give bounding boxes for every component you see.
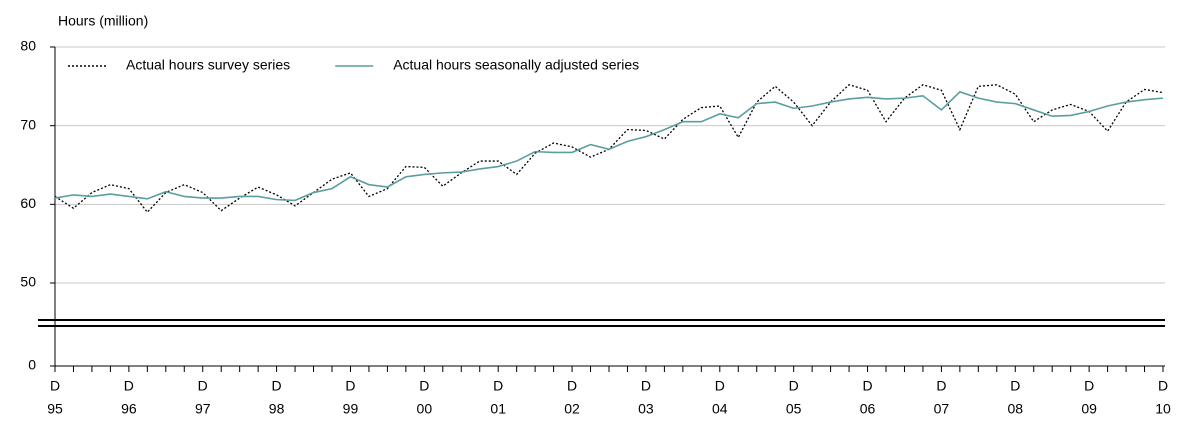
x-tick-label: 02 xyxy=(564,401,580,417)
x-tick-label: 01 xyxy=(490,401,506,417)
x-tick-label: 05 xyxy=(786,401,802,417)
x-tick-label: D xyxy=(862,378,872,394)
x-tick-label: D xyxy=(641,378,651,394)
x-tick-label: 98 xyxy=(269,401,285,417)
x-tick-label: D xyxy=(345,378,355,394)
x-tick-label: 08 xyxy=(1007,401,1023,417)
x-tick-label: D xyxy=(789,378,799,394)
y-tick-label: 80 xyxy=(20,38,36,54)
x-tick-label: 07 xyxy=(934,401,950,417)
x-tick-label: 00 xyxy=(417,401,433,417)
y-axis-label: Hours (million) xyxy=(58,13,148,29)
x-tick-label: 96 xyxy=(121,401,137,417)
y-tick-label: 70 xyxy=(20,116,36,132)
x-tick-label: D xyxy=(936,378,946,394)
x-tick-label: D xyxy=(715,378,725,394)
x-tick-label: 06 xyxy=(860,401,876,417)
x-tick-label: 99 xyxy=(343,401,359,417)
x-tick-label: D xyxy=(493,378,503,394)
x-tick-label: D xyxy=(50,378,60,394)
x-tick-label: D xyxy=(1010,378,1020,394)
x-tick-label: D xyxy=(198,378,208,394)
legend-label: Actual hours survey series xyxy=(126,57,290,73)
x-tick-label: 03 xyxy=(638,401,654,417)
x-tick-label: 04 xyxy=(712,401,728,417)
line-series xyxy=(54,90,1164,202)
x-tick-label: D xyxy=(272,378,282,394)
x-tick-label: 95 xyxy=(47,401,63,417)
y-tick-label: 60 xyxy=(20,195,36,211)
x-tick-label: 10 xyxy=(1155,401,1171,417)
x-tick-label: D xyxy=(124,378,134,394)
x-tick-label: D xyxy=(1158,378,1168,394)
x-tick-label: D xyxy=(419,378,429,394)
x-tick-label: D xyxy=(567,378,577,394)
x-tick-label: D xyxy=(1084,378,1094,394)
x-tick-label: 09 xyxy=(1081,401,1097,417)
y-tick-label: 0 xyxy=(28,357,36,373)
legend-label: Actual hours seasonally adjusted series xyxy=(393,57,639,73)
x-tick-label: 97 xyxy=(195,401,211,417)
y-tick-label: 50 xyxy=(20,274,36,290)
